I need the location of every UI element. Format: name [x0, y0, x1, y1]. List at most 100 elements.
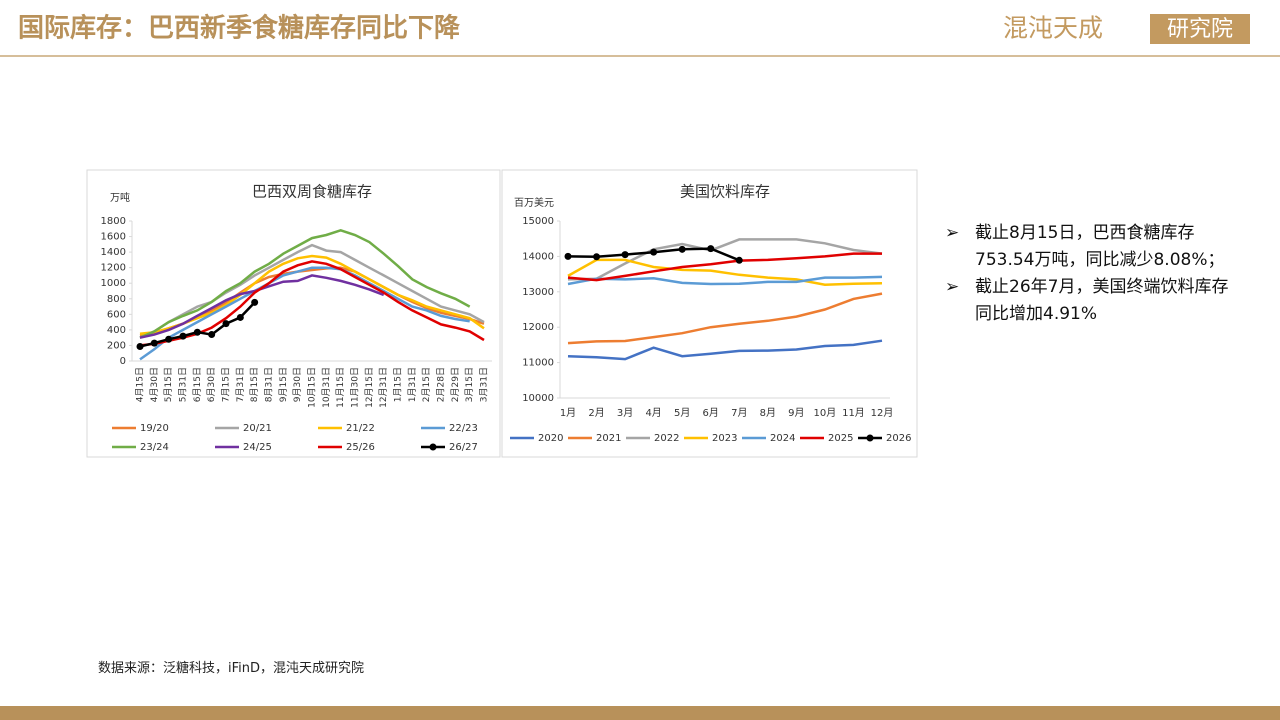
legend-label: 2022: [654, 433, 679, 444]
y-tick-label: 14000: [522, 251, 554, 262]
y-tick-label: 12000: [522, 322, 554, 333]
x-tick-label: 12月: [871, 407, 894, 419]
series-line: [567, 258, 883, 286]
series-line: [567, 252, 882, 282]
y-tick-label: 200: [107, 340, 126, 351]
point: [136, 343, 144, 351]
x-tick-label: 2月29日: [450, 367, 461, 402]
x-tick-label: 2月28日: [436, 367, 447, 402]
slide-title: 国际库存：巴西新季食糖库存同比下降: [18, 13, 461, 44]
x-tick-label: 7月: [731, 407, 747, 419]
point: [707, 245, 715, 253]
y-tick-label: 1000: [101, 278, 126, 289]
bullet: 截止8月15日，巴西食糖库存753.54万吨，同比减少8.08%；: [945, 220, 1230, 274]
series-line: [139, 254, 485, 336]
y-tick-label: 13000: [522, 287, 554, 298]
point: [179, 332, 187, 340]
x-tick-label: 1月15日: [393, 367, 404, 402]
legend-marker: [866, 434, 874, 442]
x-tick-label: 6月30日: [206, 367, 217, 402]
x-tick-label: 4月15日: [135, 367, 146, 402]
chart-title: 美国饮料库存: [680, 183, 770, 201]
point: [222, 320, 230, 328]
x-tick-label: 6月: [703, 407, 719, 419]
y-tick-label: 15000: [522, 216, 554, 227]
y-tick-label: 10000: [522, 393, 554, 404]
chart-frame: [86, 169, 501, 458]
series-line: [567, 292, 883, 345]
point: [621, 251, 629, 259]
legend-label: 2020: [538, 433, 563, 444]
x-tick-label: 8月: [760, 407, 776, 419]
series-line: [567, 339, 883, 361]
x-tick-label: 7月31日: [235, 367, 246, 402]
x-tick-label: 11月: [842, 407, 865, 419]
legend-label: 2026: [886, 433, 911, 444]
legend-label: 26/27: [449, 442, 478, 453]
x-tick-label: 10月: [814, 407, 837, 419]
chart-frame: [501, 169, 918, 458]
legend-label: 2024: [770, 433, 795, 444]
legend-label: 19/20: [140, 423, 169, 434]
point: [735, 256, 743, 264]
point: [593, 253, 601, 261]
x-tick-label: 9月30日: [292, 367, 303, 402]
point: [236, 313, 244, 321]
legend-label: 25/26: [346, 442, 375, 453]
chart-title: 巴西双周食糖库存: [252, 183, 372, 201]
x-tick-label: 11月30日: [350, 367, 361, 408]
x-tick-label: 10月31日: [321, 367, 332, 408]
x-tick-label: 9月15日: [278, 367, 289, 402]
x-tick-label: 4月: [645, 407, 661, 419]
legend-label: 2023: [712, 433, 737, 444]
point: [564, 252, 572, 260]
legend-label: 22/23: [449, 423, 478, 434]
legend-label: 2021: [596, 433, 621, 444]
y-tick-label: 1800: [101, 216, 126, 227]
y-tick-label: 800: [107, 294, 126, 305]
x-tick-label: 3月: [617, 407, 633, 419]
legend-label: 24/25: [243, 442, 272, 453]
x-tick-label: 2月15日: [421, 367, 432, 402]
legend-label: 20/21: [243, 423, 272, 434]
legend-label: 21/22: [346, 423, 375, 434]
point: [650, 248, 658, 256]
logo-badge-box: [1150, 14, 1250, 44]
y-tick-label: 1400: [101, 247, 126, 258]
y-tick-label: 600: [107, 309, 126, 320]
logo-badge: 研究院: [1167, 17, 1233, 42]
legend-marker: [429, 443, 437, 451]
x-tick-label: 5月: [674, 407, 690, 419]
point: [193, 328, 201, 336]
point: [678, 245, 686, 253]
x-tick-label: 8月15日: [249, 367, 260, 402]
y-tick-label: 11000: [522, 358, 554, 369]
x-tick-label: 2月: [588, 407, 604, 419]
y-tick-label: 1200: [101, 263, 126, 274]
source-note: 数据来源：泛糖科技，iFinD，混沌天成研究院: [98, 661, 365, 676]
x-tick-label: 10月15日: [307, 367, 318, 408]
point: [208, 331, 216, 339]
point: [165, 335, 173, 343]
x-tick-label: 7月15日: [221, 367, 232, 402]
x-tick-label: 3月15日: [464, 367, 475, 402]
series-line: [139, 243, 485, 339]
y-axis-label: 百万美元: [514, 196, 554, 209]
x-tick-label: 11月15日: [335, 367, 346, 408]
logo: 混沌天成: [1003, 14, 1103, 43]
x-tick-label: 12月31日: [378, 367, 389, 408]
y-axis-label: 万吨: [110, 191, 130, 204]
x-tick-label: 6月15日: [192, 367, 203, 402]
series-line: [139, 266, 470, 361]
x-tick-label: 5月15日: [163, 367, 174, 402]
y-tick-label: 0: [120, 356, 126, 367]
footer-band: [0, 706, 1280, 720]
point: [251, 298, 259, 306]
point: [150, 339, 158, 347]
y-tick-label: 1600: [101, 232, 126, 243]
legend-label: 2025: [828, 433, 853, 444]
series-line: [567, 275, 883, 286]
x-tick-label: 3月31日: [479, 367, 490, 402]
